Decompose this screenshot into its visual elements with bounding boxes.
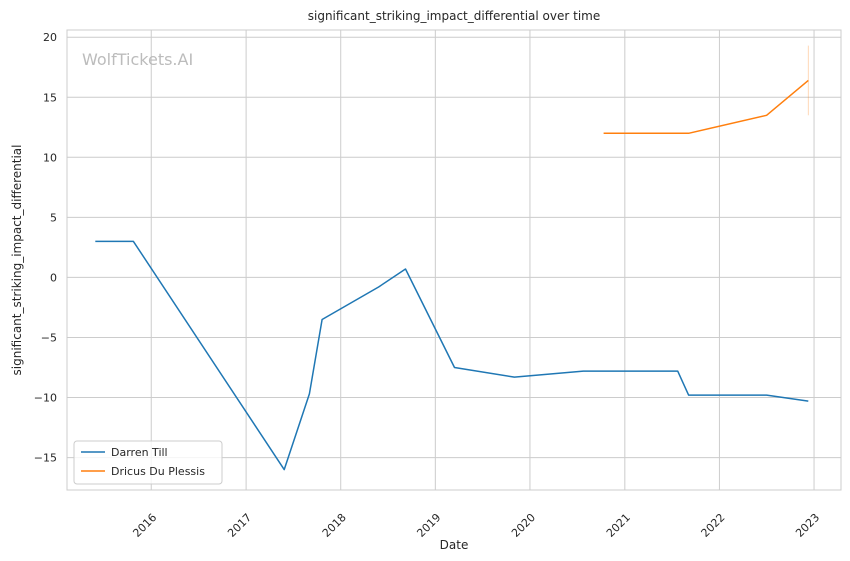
series-lines <box>95 45 809 471</box>
x-axis-label: Date <box>440 538 469 552</box>
legend-label-dricus-du-plessis: Dricus Du Plessis <box>111 465 205 478</box>
y-tick-label: 0 <box>50 271 57 284</box>
watermark: WolfTickets.AI <box>82 50 193 69</box>
y-tick-label: 10 <box>43 151 57 164</box>
y-tick-label: 5 <box>50 211 57 224</box>
y-tick-label: 15 <box>43 91 57 104</box>
series-line-dricus-du-plessis <box>603 79 809 135</box>
y-axis-ticks: −15 −10 −5 0 5 10 15 20 <box>34 31 57 464</box>
legend-box <box>73 440 223 485</box>
y-tick-label: −5 <box>41 331 57 344</box>
y-tick-label: −15 <box>34 452 57 465</box>
chart-title: significant_striking_impact_differential… <box>308 9 600 23</box>
series-line-darren-till <box>95 240 809 471</box>
y-axis-label: significant_striking_impact_differential <box>10 145 24 376</box>
plot-area <box>66 29 842 491</box>
legend: Darren Till Dricus Du Plessis <box>73 440 223 485</box>
legend-label-darren-till: Darren Till <box>111 446 168 459</box>
y-tick-label: −10 <box>34 392 57 405</box>
y-tick-label: 20 <box>43 31 57 44</box>
